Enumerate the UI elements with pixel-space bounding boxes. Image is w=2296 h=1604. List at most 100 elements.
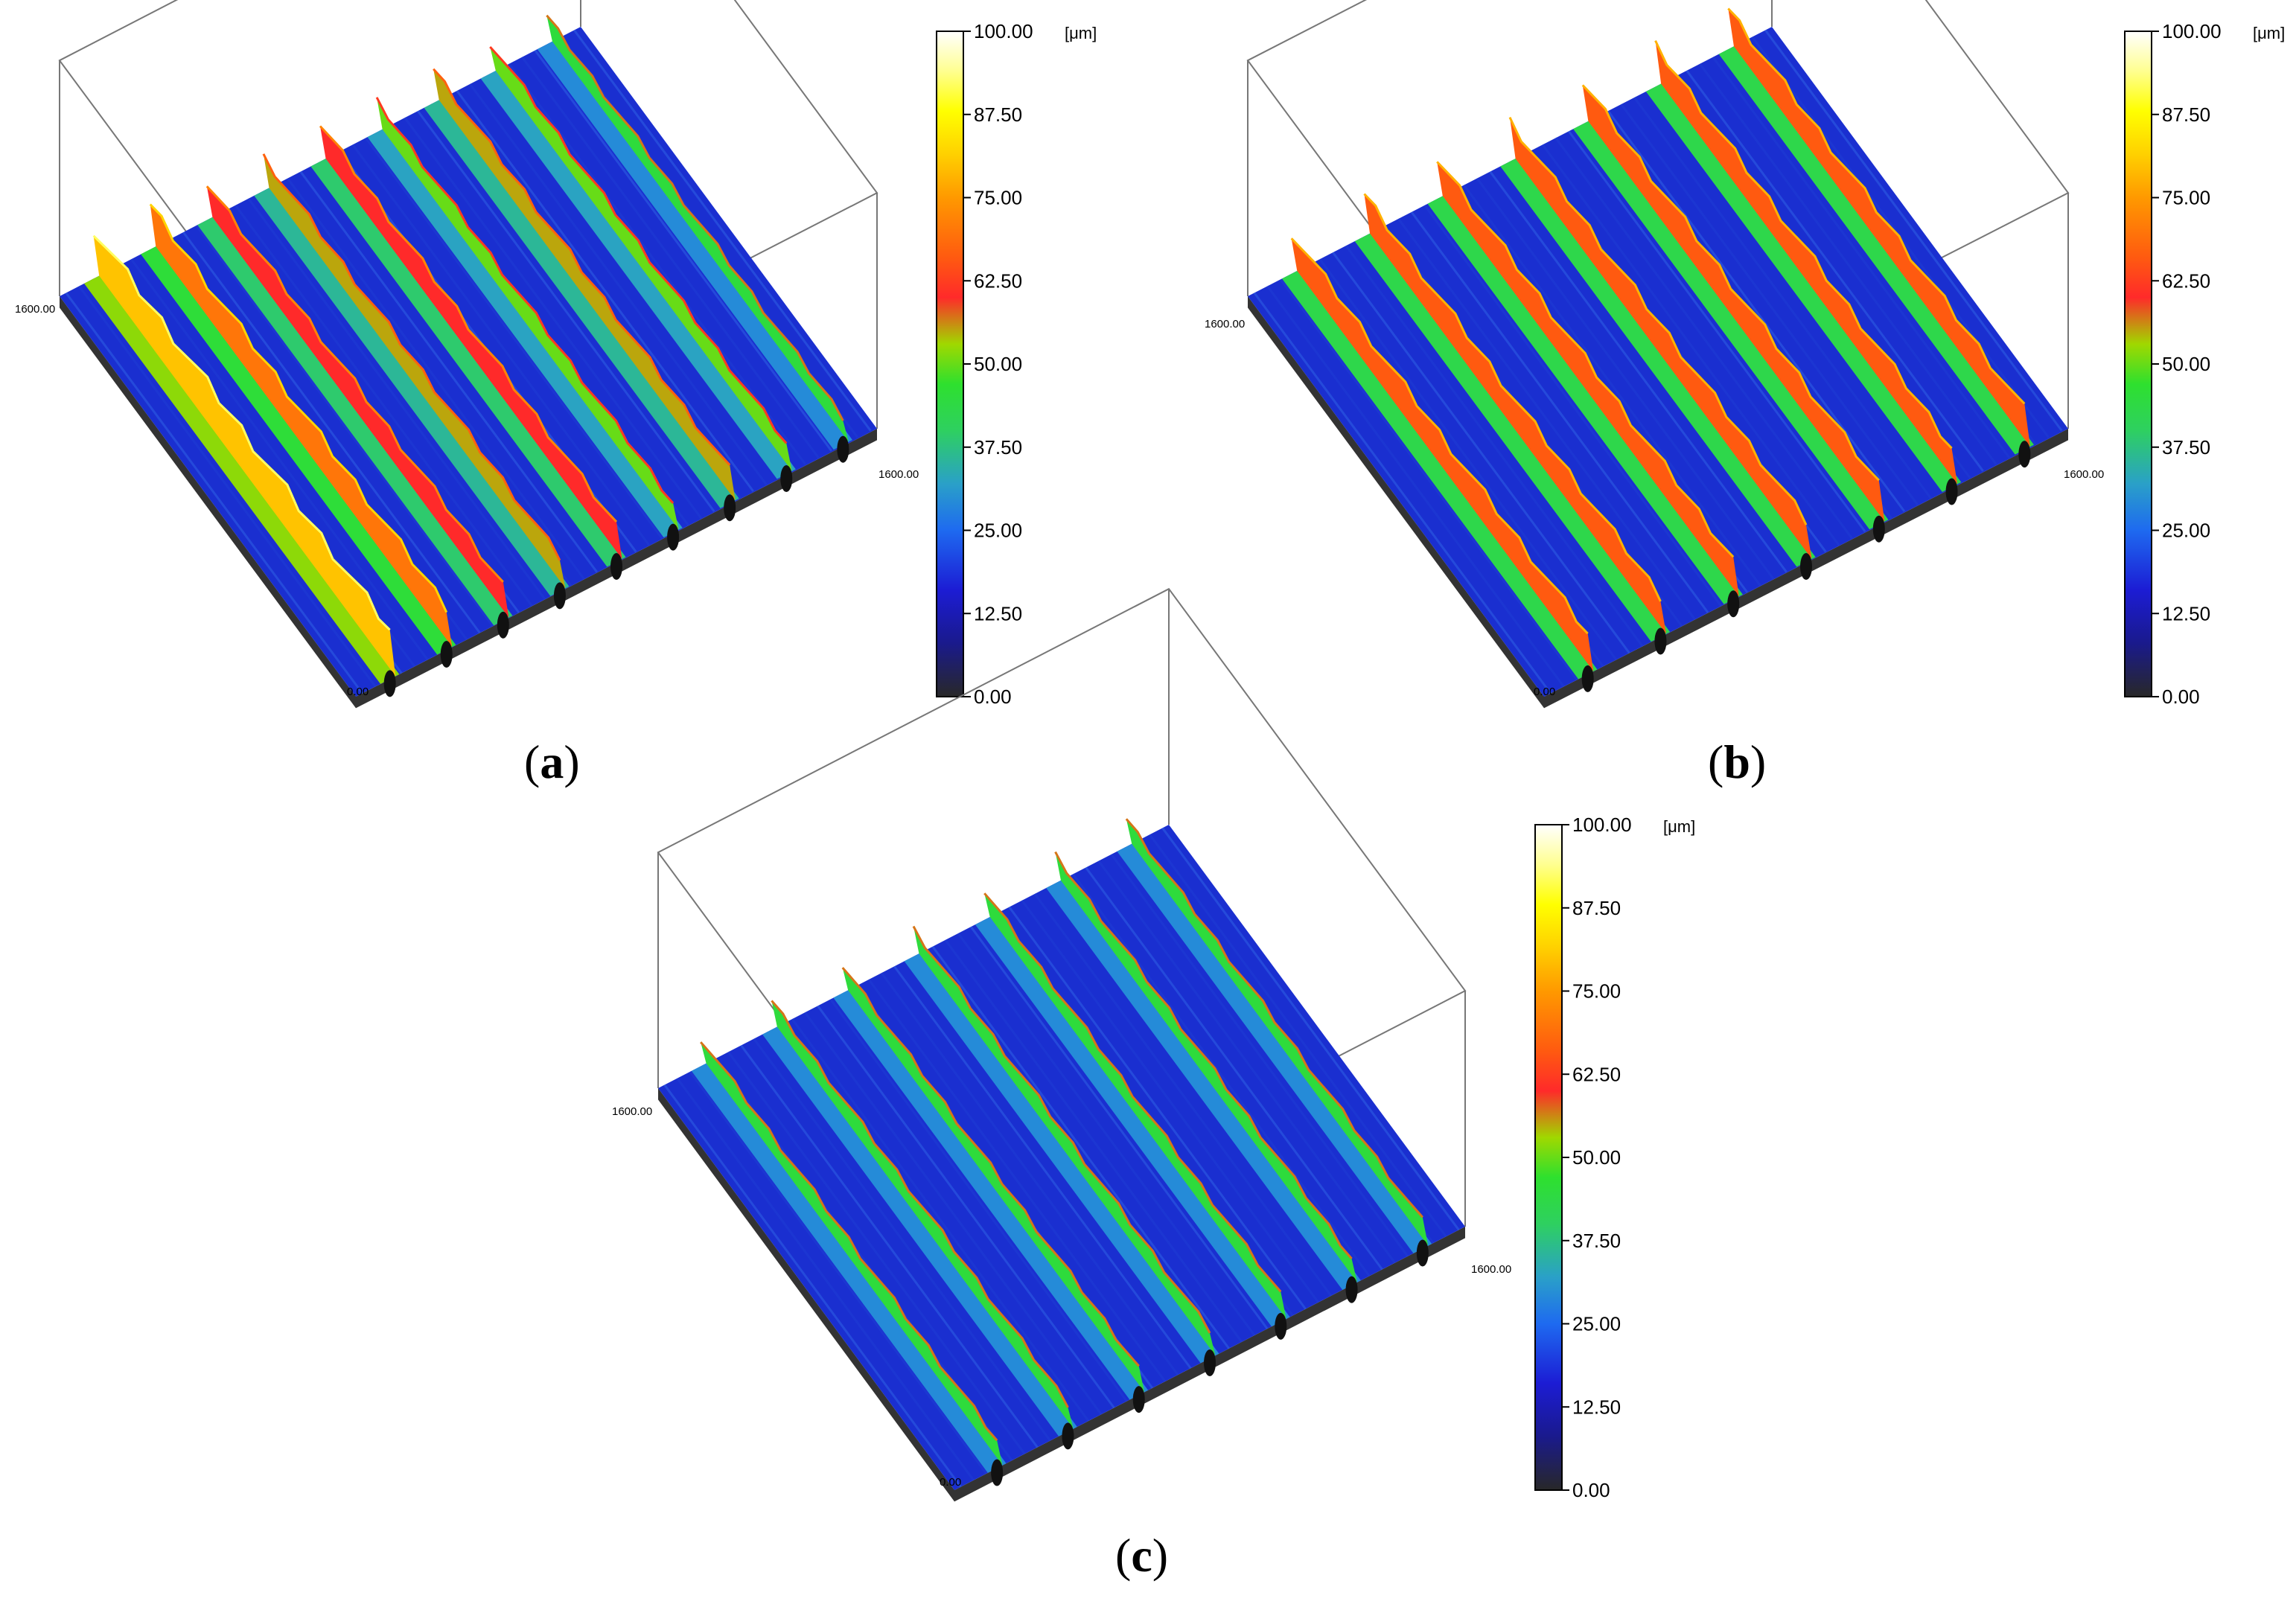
ridge-flank: [975, 915, 1290, 1327]
colorbar-tick-label: 87.50: [2162, 103, 2210, 126]
ridge-crest: [701, 1042, 1003, 1466]
ridge: [1718, 7, 2035, 468]
surface-streak: [1712, 56, 2011, 458]
ridge-profile: [1581, 665, 1594, 692]
surface-streak: [351, 144, 650, 546]
surface-streak: [1476, 177, 1775, 580]
surface-streak: [1567, 130, 1866, 533]
ridge-crest: [842, 968, 1145, 1393]
ridge-crest: [263, 153, 566, 589]
surface-streak: [1463, 184, 1761, 587]
ridge: [254, 153, 570, 610]
surface-streak: [1097, 860, 1396, 1264]
surface-streak: [65, 292, 363, 694]
surface-streak: [1021, 899, 1319, 1303]
surface-streak: [469, 83, 768, 485]
ridge-peak-line: [1508, 116, 1808, 525]
ridge-peak-line: [1581, 84, 1880, 482]
surface-streak: [287, 177, 585, 580]
ridge-flank: [1500, 156, 1816, 567]
ridge-peak-line: [700, 1041, 998, 1442]
ridge-peak-line: [92, 234, 391, 631]
ridge: [197, 185, 513, 639]
axis-label-right: 1600.00: [1471, 1263, 1511, 1276]
ridge: [1354, 193, 1671, 655]
axis-label-left: 1600.00: [612, 1105, 652, 1118]
ridge-crest: [377, 97, 679, 530]
axis-label-right: 1600.00: [2064, 468, 2104, 481]
ridges: [1281, 7, 2035, 692]
ridge: [1500, 116, 1816, 580]
ridge-profile: [553, 582, 566, 610]
surface-streak: [1033, 893, 1333, 1297]
colorbar-tick-label: 25.00: [974, 520, 1022, 542]
ridge: [424, 68, 739, 522]
ridge-peak-line: [262, 153, 561, 561]
surface-streak: [78, 285, 377, 688]
surface-streak: [299, 170, 598, 573]
ridge-profile: [440, 641, 453, 668]
surface-streak: [1633, 97, 1932, 499]
ridge-flank: [1645, 81, 1962, 492]
surface-streak: [195, 225, 494, 627]
ridge: [141, 203, 456, 668]
ridge-profile: [1872, 515, 1885, 543]
ridge-flank: [1718, 44, 2035, 455]
ridge-crest: [206, 186, 509, 618]
colorbar-tick-label: 50.00: [974, 353, 1022, 375]
ridge-peak-line: [1054, 851, 1353, 1260]
surface-streak: [1489, 170, 1788, 573]
surface-streak: [1607, 110, 1906, 513]
ridge-crest: [1364, 194, 1667, 634]
ridge-crest: [1126, 819, 1429, 1246]
colorbar-gradient: [936, 31, 964, 697]
ridge-flank: [833, 988, 1149, 1400]
ridge-flank: [1046, 878, 1361, 1291]
ridge-peak-line: [489, 45, 788, 444]
surface-streak: [880, 972, 1179, 1376]
surface-streak: [663, 1084, 962, 1488]
axis-label-origin: 0.00: [1534, 686, 1555, 698]
surface-streak: [867, 979, 1167, 1382]
colorbar: 100.00 87.50 75.00 62.50 50.00 37.50 25.00 12.5…: [2124, 20, 2285, 708]
colorbar-tick-label: 87.50: [1572, 897, 1621, 919]
ridge-peak-line: [433, 68, 731, 466]
colorbar-tick-label: 0.00: [2162, 686, 2200, 708]
colorbar-tick-label: 37.50: [974, 436, 1022, 458]
ridge-flank: [904, 951, 1219, 1364]
ridge-crest: [913, 926, 1216, 1356]
colorbar-tick-label: 12.50: [1572, 1396, 1621, 1418]
surface-streak: [1423, 204, 1722, 607]
surface-streak: [1332, 252, 1630, 654]
ridge-flank: [1117, 842, 1432, 1253]
ridge-flank: [691, 1061, 1007, 1473]
surface-streak: [1698, 63, 1997, 465]
surface-streak: [456, 90, 754, 492]
axis-label-origin: 0.00: [940, 1476, 961, 1489]
ridge-crest: [546, 15, 849, 442]
surface-streak: [1149, 834, 1447, 1238]
colorbar-tick-label: 50.00: [2162, 353, 2210, 375]
surface-streak: [247, 197, 546, 600]
ridge-crest: [433, 68, 736, 501]
surface-streak: [417, 110, 715, 513]
surface-streak: [1253, 292, 1552, 694]
ridge-crest: [984, 893, 1286, 1320]
ridge-flank: [367, 127, 683, 538]
ridge-profile: [497, 611, 509, 639]
ridge-profile: [837, 435, 849, 463]
surface-streak: [804, 1012, 1103, 1416]
axis-label-right: 1600.00: [878, 468, 919, 481]
ridge-peak-line: [1436, 161, 1735, 558]
colorbar: 100.00 87.50 75.00 62.50 50.00 37.50 25.00 12.5…: [1534, 814, 1695, 1501]
surface-streak: [1686, 69, 1984, 472]
surface-streak: [893, 965, 1192, 1370]
ridge-crest: [320, 126, 622, 560]
ridge-crest: [1510, 117, 1812, 560]
ridge-flank: [1573, 119, 1889, 530]
surface-streak: [969, 926, 1269, 1330]
ridge-flank: [254, 185, 570, 596]
ridge-crest: [1437, 162, 1739, 597]
